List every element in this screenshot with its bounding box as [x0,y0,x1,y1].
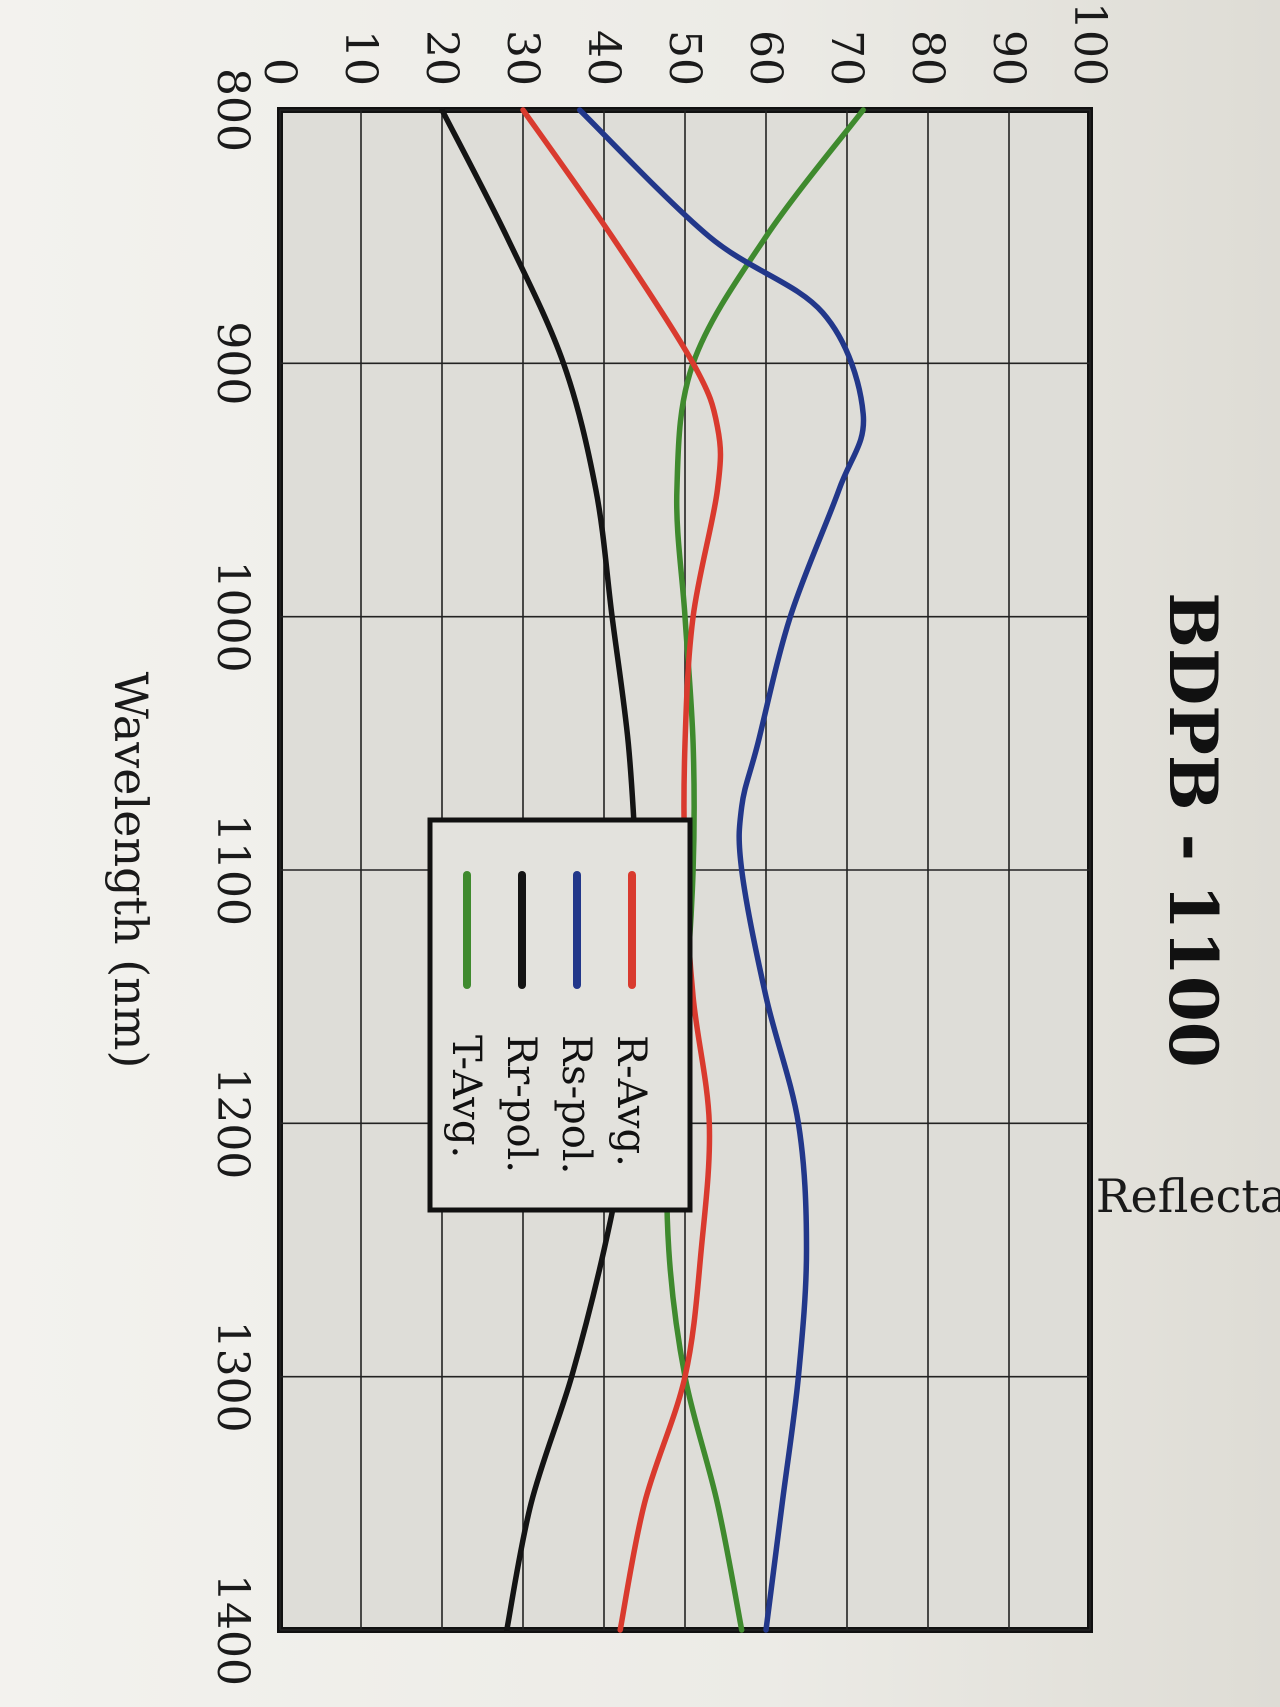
y-tick-label: 90 [983,30,1034,86]
legend-label-t-avg: T-Avg. [443,1035,489,1158]
x-tick-label: 1400 [207,1574,258,1686]
y-tick-label: 40 [578,30,629,86]
x-tick-label: 1300 [207,1321,258,1433]
x-tick-label: 1000 [207,561,258,673]
y-tick-label: 10 [335,30,386,86]
legend-label-rs-pol: Rs-pol. [553,1035,599,1174]
y-tick-label: 0 [254,58,305,86]
legend: R-Avg.Rs-pol.Rr-pol.T-Avg. [427,817,693,1213]
series-line-rs-pol [576,107,867,1633]
legend-label-r-avg: R-Avg. [608,1035,654,1167]
x-tick-label: 1100 [207,814,258,926]
x-tick-label: 800 [207,68,258,152]
y-tick-label: 60 [740,30,791,86]
y-tick-label: 30 [497,30,548,86]
x-axis-title: Wavelength (nm) [104,672,158,1069]
legend-box [427,817,693,1213]
x-tick-label: 900 [207,321,258,405]
y-tick-label: 80 [902,30,953,86]
y-tick-label: 20 [416,30,467,86]
y-tick-label: 70 [821,30,872,86]
x-tick-label: 1200 [207,1067,258,1179]
y-tick-labels: 0 10 20 30 40 50 60 70 80 90 100 [254,2,1115,86]
y-tick-label: 50 [659,30,710,86]
y-axis-title: Reflectance (%) [1096,1169,1280,1223]
chart-title: BDPB - 1100 [1154,592,1232,1067]
y-tick-label: 100 [1064,2,1115,86]
x-tick-labels: 800 900 1000 1100 1200 1300 1400 [207,68,258,1686]
legend-label-rr-pol: Rr-pol. [498,1035,544,1173]
